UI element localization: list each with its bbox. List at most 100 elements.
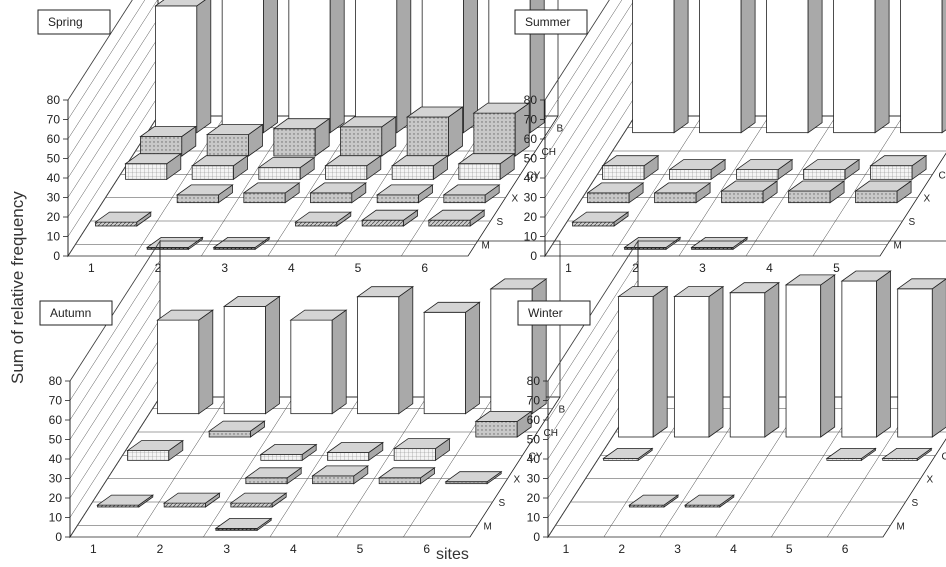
bar (360, 209, 419, 227)
bar-front (393, 448, 436, 461)
x-tick-label: 3 (699, 261, 706, 275)
depth-label: M (897, 521, 905, 532)
depth-label: M (482, 240, 490, 251)
bar-front (654, 192, 697, 204)
bar-front (897, 288, 933, 438)
bar (854, 180, 913, 204)
bar-side (708, 285, 724, 438)
bar (162, 492, 221, 508)
bar-top (683, 494, 736, 506)
bar-top (405, 106, 464, 118)
bar (294, 211, 353, 227)
chart-panel-spring: 01020304050607080MSXCYCHB123456Spring (37, 0, 564, 275)
category-divider (203, 396, 294, 538)
bar-top (442, 184, 501, 196)
bar-front (423, 311, 466, 415)
bar-front (327, 452, 370, 461)
bar-top (242, 182, 301, 194)
x-tick-label: 1 (88, 261, 95, 275)
bar-front (587, 192, 630, 204)
x-tick-label: 5 (355, 261, 362, 275)
bar (422, 301, 481, 415)
bar-front (699, 0, 742, 134)
y-tick-label: 80 (47, 93, 61, 107)
bar-side (396, 0, 412, 134)
y-tick-label: 30 (527, 472, 541, 486)
y-tick-label: 30 (47, 191, 61, 205)
grid-line (69, 396, 161, 538)
bar-top (175, 184, 234, 196)
bar-top (735, 159, 794, 171)
bar-top (229, 492, 288, 504)
bar-top (784, 274, 836, 286)
y-tick-label: 70 (527, 394, 541, 408)
bar-top (787, 180, 846, 192)
bar-front (176, 194, 219, 204)
grid-line (69, 357, 161, 499)
bar (156, 309, 215, 415)
bar (571, 211, 630, 227)
bar-top (326, 442, 385, 453)
bar-front (602, 165, 645, 180)
bar-front (310, 192, 353, 204)
grid-line (547, 260, 639, 401)
y-tick-label: 80 (49, 374, 63, 388)
bar-front (191, 165, 234, 180)
bar-side (931, 278, 946, 438)
bar-front (243, 192, 286, 204)
bar-side (740, 0, 756, 134)
y-tick-label: 20 (49, 491, 63, 505)
x-tick-label: 6 (842, 542, 849, 556)
x-tick-label: 3 (674, 542, 681, 556)
bar (311, 465, 370, 485)
grid-line (544, 0, 623, 120)
bar-front (475, 420, 518, 438)
y-tick-label: 50 (527, 433, 541, 447)
bar (457, 152, 516, 181)
bar (222, 295, 281, 415)
bar-front (221, 0, 264, 134)
panel-title: Spring (48, 15, 83, 29)
bar-side (331, 309, 347, 415)
grid-line (67, 18, 159, 159)
bar (94, 211, 153, 227)
chart-panel-summer: 01020304050607080MSXCYCHB12345Summer (514, 0, 946, 275)
category-divider (336, 396, 427, 538)
bar (377, 467, 436, 485)
x-tick-label: 4 (288, 261, 295, 275)
bar-front (295, 221, 338, 227)
bar-top (214, 518, 273, 529)
bar-top (444, 471, 503, 483)
depth-label: X (924, 194, 931, 205)
x-tick-label: 5 (833, 261, 840, 275)
bar (139, 125, 198, 157)
y-tick-label: 30 (49, 472, 63, 486)
bar-front (125, 163, 168, 180)
bar-side (820, 274, 836, 438)
bar-top (472, 102, 531, 114)
bar-front (669, 169, 712, 180)
x-tick-label: 4 (730, 542, 737, 556)
bar-top (617, 286, 669, 298)
y-tick-label: 20 (47, 210, 61, 224)
bar-top (690, 236, 749, 248)
bar-top (289, 309, 348, 321)
depth-label: B (559, 405, 566, 416)
bar-top (207, 420, 266, 432)
bar-front (230, 502, 273, 508)
x-tick-label: 2 (157, 542, 164, 556)
x-tick-label: 4 (766, 261, 773, 275)
bar-front (900, 0, 943, 134)
bar (154, 0, 212, 134)
y-tick-label: 30 (524, 191, 538, 205)
bar-top (602, 447, 654, 459)
bar (601, 154, 660, 181)
bar-front (157, 319, 200, 415)
bar-side (329, 0, 345, 134)
bar-top (377, 467, 436, 479)
x-tick-label: 6 (423, 542, 430, 556)
y-tick-label: 60 (49, 413, 63, 427)
bar-front (428, 219, 471, 227)
bar-top (802, 159, 861, 171)
bar-front (473, 112, 516, 157)
